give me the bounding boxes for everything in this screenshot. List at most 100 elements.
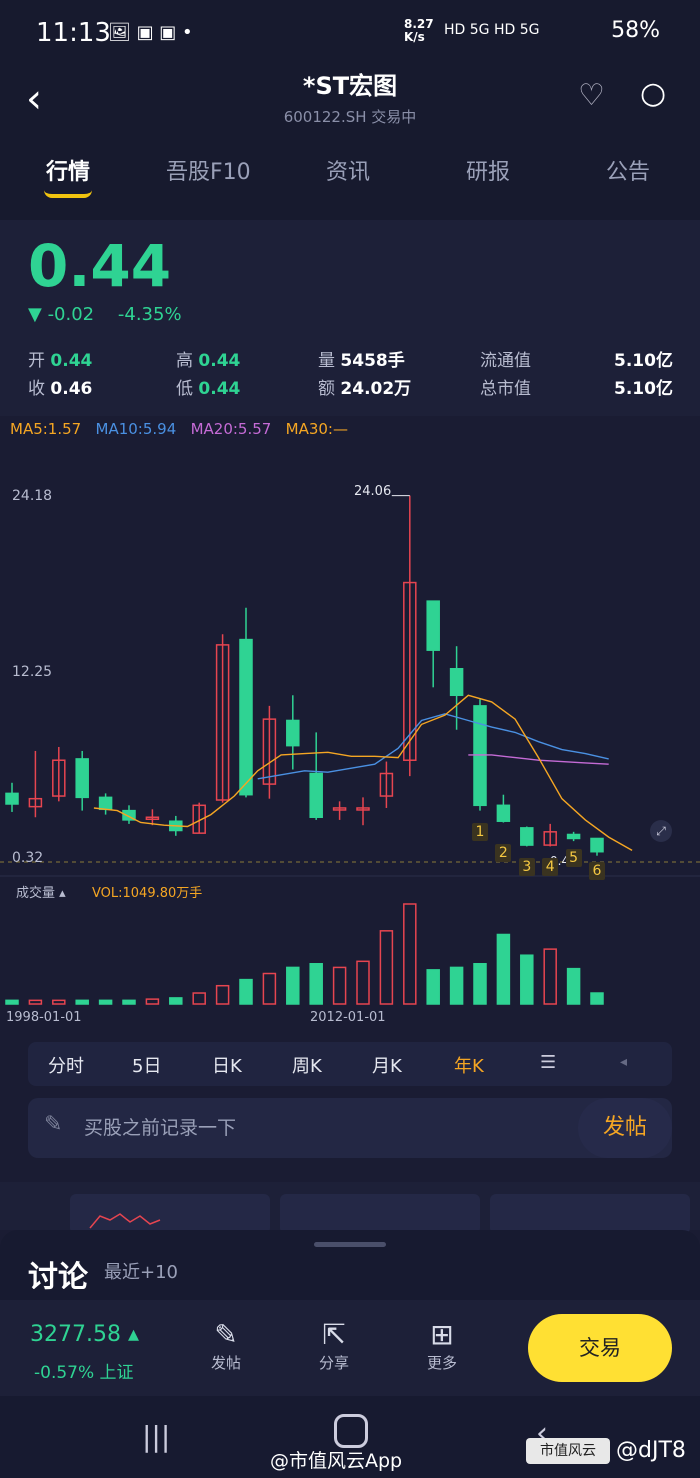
- volume-bar: [403, 903, 417, 1005]
- volume-bar: [309, 963, 323, 1005]
- annotation-marker: 5: [565, 849, 582, 868]
- volume-title[interactable]: 成交量 ▴: [16, 886, 66, 901]
- annotation-marker: 4: [542, 858, 559, 877]
- float-cap-value: 5.10亿: [614, 351, 673, 371]
- period-monthly[interactable]: 月K: [372, 1056, 402, 1077]
- volume-bar: [379, 930, 394, 1005]
- chart-settings-icon[interactable]: ☰: [540, 1052, 557, 1073]
- y-label-mid: 12.25: [12, 664, 53, 680]
- battery-level: 58%: [611, 18, 660, 43]
- scroll-left-icon[interactable]: ◂: [620, 1054, 628, 1070]
- back-arrow-icon[interactable]: ‹: [26, 76, 42, 122]
- bottom-action-bar: 3277.58 ▴ -0.57% 上证 ✎ 发帖 ⇱ 分享 ⊞ 更多 交易: [0, 1300, 700, 1396]
- stock-code-status: 600122.SH 交易中: [283, 108, 417, 126]
- tab-bar: 行情 吾股F10 资讯 研报 公告: [0, 144, 700, 220]
- period-selector: 分时 5日 日K 周K 月K 年K ☰ ◂: [28, 1042, 672, 1086]
- post-action[interactable]: ✎ 发帖: [196, 1318, 256, 1373]
- more-action-label: 更多: [426, 1354, 457, 1372]
- mini-card[interactable]: [490, 1194, 690, 1234]
- watermark-handle: @dJT8: [616, 1438, 686, 1463]
- volume-bar: [566, 967, 581, 1005]
- annotation-marker: 3: [518, 858, 535, 877]
- mini-card[interactable]: [280, 1194, 480, 1234]
- home-icon[interactable]: [334, 1414, 368, 1448]
- candle-body: [426, 600, 440, 651]
- float-cap-label: 流通值: [480, 351, 531, 371]
- candle-body: [28, 797, 43, 808]
- candle-body: [332, 807, 347, 811]
- peak-price-label: 24.06: [354, 484, 392, 499]
- volume-bar: [145, 998, 160, 1005]
- period-daily[interactable]: 日K: [212, 1056, 242, 1077]
- volume-bar: [473, 963, 487, 1005]
- volume-bar: [239, 978, 253, 1005]
- period-intraday[interactable]: 分时: [48, 1056, 84, 1077]
- edit-square-icon: ✎: [214, 1318, 238, 1351]
- add-favorite-heart-icon[interactable]: ♡: [578, 78, 605, 113]
- index-value[interactable]: 3277.58 ▴: [30, 1322, 140, 1347]
- change-abs: ▼ -0.02: [28, 304, 95, 325]
- ma10-legend: MA10:5.94: [95, 420, 177, 438]
- candle-body: [566, 833, 581, 840]
- tab-quote[interactable]: 行情: [46, 160, 91, 185]
- ma20-line: [468, 754, 609, 765]
- tab-f10[interactable]: 吾股F10: [166, 160, 251, 185]
- period-weekly[interactable]: 周K: [292, 1056, 322, 1077]
- fullscreen-icon[interactable]: ⤢: [650, 820, 672, 842]
- mini-card[interactable]: [70, 1194, 270, 1234]
- candle-body: [5, 792, 19, 805]
- pencil-icon: ✎: [44, 1112, 63, 1137]
- annotation-marker: 6: [589, 862, 605, 881]
- ma30-legend: MA30:—: [285, 420, 348, 438]
- volume-bar: [286, 966, 300, 1005]
- candle-body: [192, 804, 206, 834]
- volume-bar: [590, 992, 604, 1005]
- x-label-mid: 2012-01-01: [310, 1010, 386, 1025]
- volume-value: VOL:1049.80万手: [92, 886, 203, 901]
- annotation-marker: 1: [472, 822, 488, 841]
- status-time: 11:13: [36, 18, 111, 48]
- discussion-title[interactable]: 讨论: [28, 1260, 88, 1295]
- volume-bar: [98, 999, 113, 1005]
- recent-apps-icon[interactable]: |||: [142, 1420, 171, 1453]
- tab-announcements[interactable]: 公告: [606, 160, 651, 185]
- amount-stat: 额 24.02万: [318, 379, 412, 399]
- volume-bar: [28, 999, 43, 1005]
- candle-body: [309, 772, 323, 818]
- volume-bar: [169, 997, 183, 1005]
- tab-news[interactable]: 资讯: [326, 160, 371, 185]
- mini-sparkline: [89, 1213, 161, 1229]
- candle-body: [379, 772, 394, 797]
- more-action[interactable]: ⊞ 更多: [412, 1318, 472, 1373]
- period-5day[interactable]: 5日: [132, 1056, 162, 1077]
- system-nav-bar: ||| ‹ @市值风云App 市值风云 @dJT8: [0, 1396, 700, 1478]
- candle-body: [520, 827, 534, 846]
- candle-body: [122, 809, 136, 821]
- period-yearly[interactable]: 年K: [454, 1056, 484, 1077]
- volume-bar: [426, 969, 440, 1005]
- drag-handle[interactable]: [314, 1242, 386, 1247]
- share-action[interactable]: ⇱ 分享: [304, 1318, 364, 1373]
- tab-research[interactable]: 研报: [466, 160, 511, 185]
- ma10-line: [257, 713, 609, 780]
- mini-chart-cards: [0, 1182, 700, 1234]
- search-icon[interactable]: ○: [640, 76, 667, 111]
- volume-bar: [215, 984, 230, 1005]
- signal-icons: HD 5G HD 5G: [444, 22, 540, 38]
- candle-body: [75, 758, 89, 799]
- index-change: -0.57% 上证: [34, 1363, 134, 1383]
- volume-bar: [332, 966, 347, 1005]
- post-button[interactable]: 发帖: [578, 1098, 672, 1158]
- volume-bar: [52, 999, 66, 1005]
- kline-chart-area[interactable]: MA5:1.57 MA10:5.94 MA20:5.57 MA30:— 24.1…: [0, 416, 700, 1042]
- comment-input[interactable]: [84, 1112, 524, 1144]
- annotation-marker: 2: [495, 843, 512, 862]
- candle-body: [239, 638, 253, 796]
- volume-stat: 量 5458手: [318, 351, 405, 371]
- candle-body: [590, 837, 604, 853]
- network-speed: 8.27 K/s: [404, 17, 434, 44]
- last-price: 0.44: [28, 232, 172, 300]
- candlestick-svg: [0, 495, 700, 1005]
- trade-button[interactable]: 交易: [528, 1314, 672, 1382]
- ma-legend: MA5:1.57 MA10:5.94 MA20:5.57 MA30:—: [10, 420, 348, 438]
